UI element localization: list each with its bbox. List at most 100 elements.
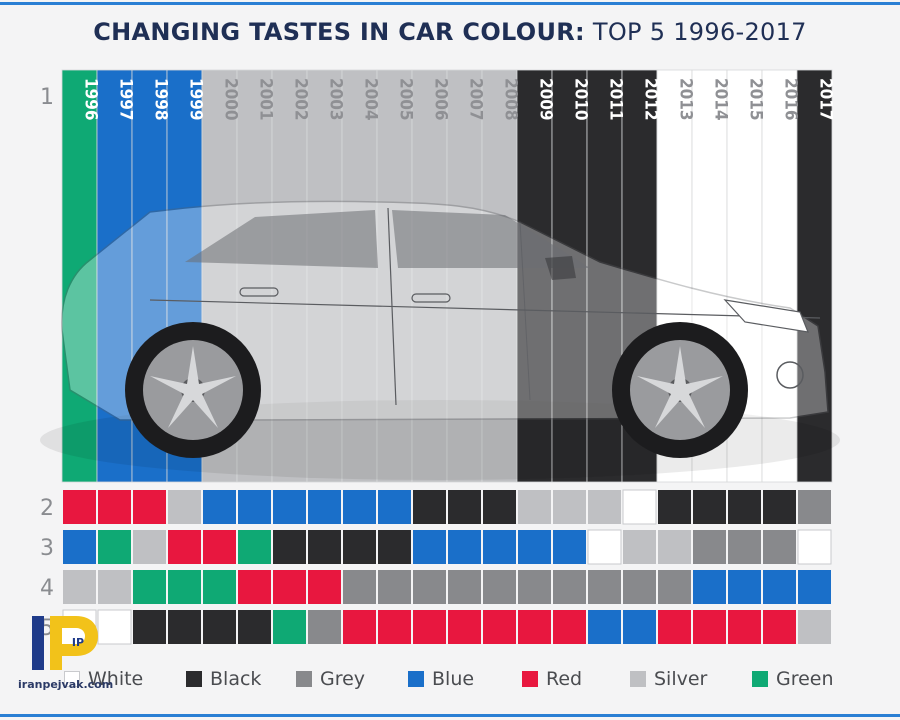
bottom-border bbox=[0, 714, 900, 717]
cell-rank3-2005 bbox=[378, 530, 411, 564]
rank-2-5-rows bbox=[62, 489, 832, 645]
year-label-2017: 2017 bbox=[816, 78, 836, 121]
cell-rank4-1997 bbox=[98, 570, 131, 604]
cell-rank3-1998 bbox=[133, 530, 166, 564]
year-label-2005: 2005 bbox=[396, 78, 416, 121]
cell-rank5-2017 bbox=[798, 610, 831, 644]
cell-rank5-2013 bbox=[658, 610, 691, 644]
cell-rank2-2005 bbox=[378, 490, 411, 524]
legend-item-white: White bbox=[64, 666, 143, 692]
bar-rank1-2002 bbox=[271, 69, 308, 483]
bar-rank1-2017 bbox=[796, 69, 833, 483]
cell-rank3-1996 bbox=[63, 530, 96, 564]
rank-label-2: 2 bbox=[40, 496, 54, 521]
cell-rank2-2002 bbox=[273, 490, 306, 524]
cell-rank3-2001 bbox=[238, 530, 271, 564]
cell-rank4-2011 bbox=[588, 570, 621, 604]
cell-rank4-2002 bbox=[273, 570, 306, 604]
cell-rank2-2006 bbox=[413, 490, 446, 524]
title-light: TOP 5 1996-2017 bbox=[584, 18, 807, 46]
cell-rank2-2014 bbox=[693, 490, 726, 524]
car-illustration bbox=[40, 200, 840, 480]
cell-rank3-2003 bbox=[308, 530, 341, 564]
watermark-text: iranpejvak.com bbox=[18, 678, 114, 691]
year-label-2010: 2010 bbox=[571, 78, 591, 121]
cell-rank5-2008 bbox=[483, 610, 516, 644]
cell-rank2-1997 bbox=[98, 490, 131, 524]
cell-rank3-2007 bbox=[448, 530, 481, 564]
year-label-1999: 1999 bbox=[186, 78, 206, 121]
cell-rank4-2009 bbox=[518, 570, 551, 604]
cell-rank2-2017 bbox=[798, 490, 831, 524]
cell-rank5-1999 bbox=[168, 610, 201, 644]
year-label-2016: 2016 bbox=[781, 78, 801, 121]
rear-wheel bbox=[125, 322, 261, 458]
chart-title: CHANGING TASTES IN CAR COLOUR: TOP 5 199… bbox=[0, 18, 900, 46]
legend-swatch-white bbox=[64, 671, 80, 687]
cell-rank2-2008 bbox=[483, 490, 516, 524]
rank-label-4: 4 bbox=[40, 576, 54, 601]
bar-rank1-2015 bbox=[726, 69, 763, 483]
cell-rank4-2008 bbox=[483, 570, 516, 604]
cell-rank3-2004 bbox=[343, 530, 376, 564]
cell-rank4-2000 bbox=[203, 570, 236, 604]
watermark-logo: IP iranpejvak.com bbox=[18, 612, 128, 692]
rank-label-3: 3 bbox=[40, 536, 54, 561]
cell-rank4-2010 bbox=[553, 570, 586, 604]
cell-rank3-2012 bbox=[623, 530, 656, 564]
cell-rank2-2016 bbox=[763, 490, 796, 524]
cell-rank3-1999 bbox=[168, 530, 201, 564]
cell-rank5-1997 bbox=[97, 609, 132, 645]
year-label-2014: 2014 bbox=[711, 78, 731, 121]
year-label-1998: 1998 bbox=[151, 78, 171, 121]
year-label-2009: 2009 bbox=[536, 78, 556, 121]
cell-rank5-2012 bbox=[623, 610, 656, 644]
front-wheel bbox=[612, 322, 748, 458]
cell-rank2-1999 bbox=[168, 490, 201, 524]
cell-rank3-2006 bbox=[413, 530, 446, 564]
cell-rank2-2007 bbox=[448, 490, 481, 524]
cell-rank5-2007 bbox=[448, 610, 481, 644]
cell-rank2-2015 bbox=[728, 490, 761, 524]
year-label-2000: 2000 bbox=[221, 78, 241, 121]
bar-rank1-2003 bbox=[306, 69, 343, 483]
legend-item-silver: Silver bbox=[630, 666, 707, 692]
legend: White Black Grey Blue Red Silver Green bbox=[64, 666, 844, 692]
legend-swatch-blue bbox=[408, 671, 424, 687]
legend-item-grey: Grey bbox=[296, 666, 365, 692]
cell-rank4-2006 bbox=[413, 570, 446, 604]
year-label-2013: 2013 bbox=[676, 78, 696, 121]
title-bold: CHANGING TASTES IN CAR COLOUR: bbox=[93, 18, 585, 46]
cell-rank4-2012 bbox=[623, 570, 656, 604]
cell-rank2-2010 bbox=[553, 490, 586, 524]
year-label-1997: 1997 bbox=[116, 78, 136, 121]
cell-rank3-2014 bbox=[693, 530, 726, 564]
cell-rank3-2017 bbox=[797, 529, 832, 565]
legend-swatch-grey bbox=[296, 671, 312, 687]
legend-swatch-red bbox=[522, 671, 538, 687]
cell-rank5-2001 bbox=[238, 610, 271, 644]
legend-label-white: White bbox=[88, 668, 144, 690]
cell-rank2-2012 bbox=[622, 489, 657, 525]
cell-rank4-2004 bbox=[343, 570, 376, 604]
cell-rank4-2003 bbox=[308, 570, 341, 604]
cell-rank4-2013 bbox=[658, 570, 691, 604]
year-label-1996: 1996 bbox=[81, 78, 101, 121]
cell-rank5-2003 bbox=[308, 610, 341, 644]
cell-rank4-2007 bbox=[448, 570, 481, 604]
legend-label-green: Green bbox=[776, 668, 834, 690]
cell-rank3-2000 bbox=[203, 530, 236, 564]
bar-rank1-2005 bbox=[376, 69, 413, 483]
cell-rank5-2000 bbox=[203, 610, 236, 644]
bar-rank1-2007 bbox=[446, 69, 483, 483]
bar-rank1-2004 bbox=[341, 69, 378, 483]
year-label-2015: 2015 bbox=[746, 78, 766, 121]
cell-rank4-2016 bbox=[763, 570, 796, 604]
bar-rank1-2006 bbox=[411, 69, 448, 483]
cell-rank4-2017 bbox=[798, 570, 831, 604]
cell-rank2-2001 bbox=[238, 490, 271, 524]
cell-rank3-2010 bbox=[553, 530, 586, 564]
legend-swatch-black bbox=[186, 671, 202, 687]
